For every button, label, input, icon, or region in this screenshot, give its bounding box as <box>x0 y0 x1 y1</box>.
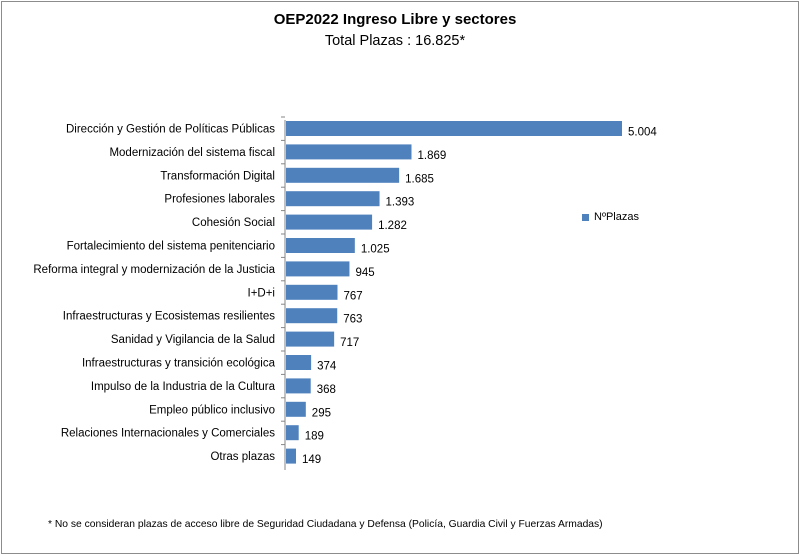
value-label: 295 <box>312 407 331 419</box>
value-label: 1.025 <box>361 244 390 256</box>
category-label: Infraestructuras y transición ecológica <box>82 358 276 370</box>
category-label: Profesiones laborales <box>164 194 275 206</box>
value-label: 374 <box>317 361 337 373</box>
value-label: 189 <box>305 431 324 443</box>
value-label: 1.685 <box>405 173 434 185</box>
value-label: 149 <box>302 454 321 466</box>
bar <box>286 448 297 464</box>
bar <box>286 284 338 300</box>
bar <box>286 261 350 277</box>
category-label: Dirección y Gestión de Políticas Pública… <box>66 124 275 136</box>
value-label: 1.393 <box>386 197 415 209</box>
bar <box>286 238 355 253</box>
bar <box>286 378 311 394</box>
category-label: Transformación Digital <box>160 170 275 182</box>
bar <box>286 401 306 417</box>
bars-layer: Dirección y Gestión de Políticas Pública… <box>33 116 657 470</box>
chart-subtitle: Total Plazas : 16.825* <box>324 33 466 49</box>
bar <box>286 425 299 441</box>
bar <box>286 144 412 160</box>
legend-label: NºPlazas <box>594 211 639 223</box>
footnote: * No se consideran plazas de acceso libr… <box>48 519 603 530</box>
value-label: 5.004 <box>628 127 657 139</box>
bar <box>286 214 373 230</box>
value-label: 717 <box>340 337 359 349</box>
legend-swatch <box>582 213 589 221</box>
category-label: Reforma integral y modernización de la J… <box>33 264 275 276</box>
category-label: Modernización del sistema fiscal <box>109 147 275 159</box>
value-label: 945 <box>355 267 374 279</box>
bar <box>286 355 312 370</box>
value-label: 1.869 <box>417 150 446 162</box>
legend: NºPlazas <box>582 211 639 223</box>
bar <box>286 121 622 136</box>
category-label: Otras plazas <box>210 451 275 463</box>
category-label: Empleo público inclusivo <box>149 404 275 416</box>
category-label: Cohesión Social <box>192 217 275 229</box>
value-label: 1.282 <box>378 220 407 232</box>
category-label: Infraestructuras y Ecosistemas resilient… <box>63 311 275 323</box>
category-label: Impulso de la Industria de la Cultura <box>91 381 276 393</box>
category-label: Fortalecimiento del sistema penitenciari… <box>67 241 275 253</box>
value-label: 767 <box>344 290 363 302</box>
chart-title: OEP2022 Ingreso Libre y sectores <box>273 11 517 28</box>
category-label: Relaciones Internacionales y Comerciales <box>61 428 275 440</box>
bar <box>286 167 400 183</box>
bar <box>286 308 338 324</box>
value-label: 368 <box>317 384 336 396</box>
value-label: 763 <box>343 314 362 326</box>
bar <box>286 191 380 207</box>
bar <box>286 331 335 347</box>
category-label: Sanidad y Vigilancia de la Salud <box>111 334 275 346</box>
category-label: I+D+i <box>248 287 276 299</box>
